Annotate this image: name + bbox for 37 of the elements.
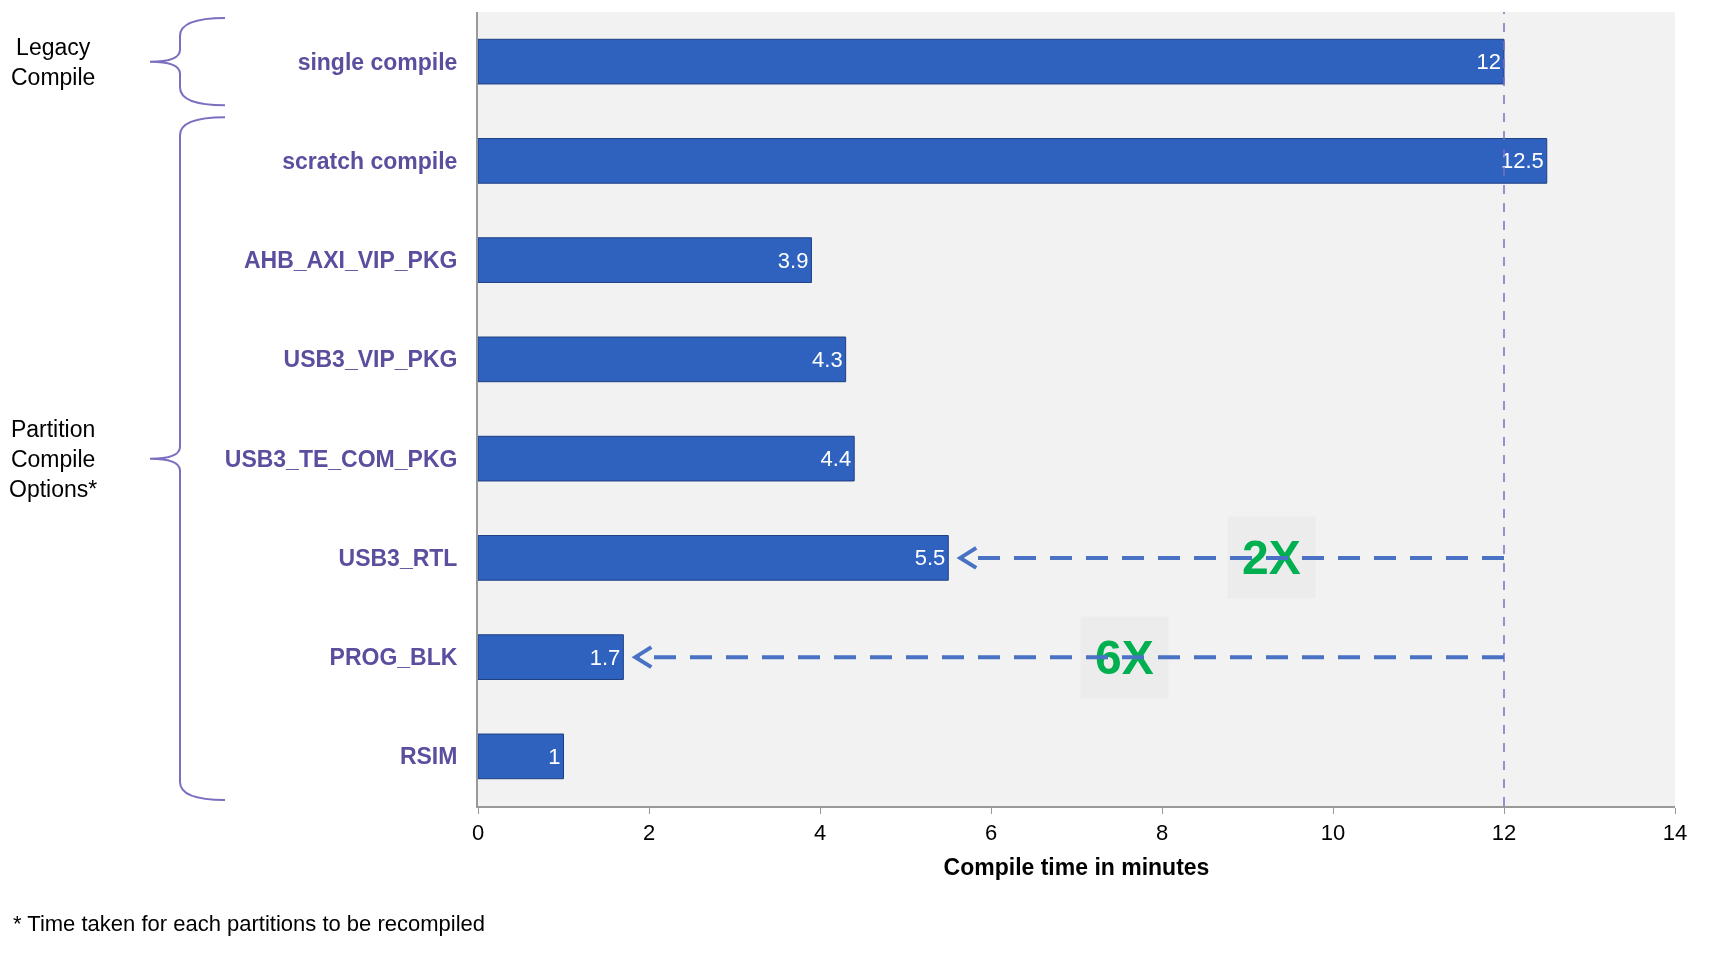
bar [478, 38, 1505, 85]
x-tick-label: 12 [1491, 820, 1517, 846]
bar [478, 435, 855, 482]
x-tick-label: 0 [471, 820, 485, 846]
data-label: 4.4 [820, 446, 852, 472]
y-tick-label: USB3_VIP_PKG [283, 346, 458, 373]
bar [478, 634, 624, 680]
y-tick-label: PROG_BLK [329, 644, 458, 671]
bar [478, 733, 564, 780]
y-tick-label: single compile [297, 48, 458, 75]
data-label: 1.7 [589, 644, 621, 670]
x-tick-label: 8 [1155, 820, 1169, 846]
data-label: 3.9 [777, 247, 809, 273]
x-axis-title: Compile time in minutes [943, 853, 1210, 880]
data-label: 1 [548, 743, 561, 769]
y-tick-label: AHB_AXI_VIP_PKG [243, 247, 458, 274]
text: Legacy Compile [11, 34, 96, 90]
data-label: 5.5 [914, 545, 946, 571]
y-tick-label: USB3_RTL [338, 544, 458, 571]
annotation: 2X [1242, 531, 1301, 584]
text: * Time taken for each partitions to be recompiled [13, 911, 486, 936]
data-label: 4.3 [812, 346, 843, 372]
bar [478, 237, 812, 283]
x-tick-label: 6 [984, 820, 998, 846]
text: Partition Compile Options* [9, 416, 98, 502]
x-tick-label: 10 [1320, 820, 1346, 846]
x-tick-label: 4 [813, 820, 827, 846]
data-label: 12.5 [1500, 148, 1544, 174]
data-label: 12 [1476, 49, 1501, 75]
x-tick-label: 2 [642, 820, 656, 846]
y-tick-label: RSIM [399, 743, 458, 770]
y-tick-label: scratch compile [282, 147, 458, 174]
y-tick-label: USB3_TE_COM_PKG [224, 445, 458, 472]
bar [478, 138, 1548, 184]
bar [478, 535, 949, 581]
x-tick-label: 14 [1662, 820, 1688, 846]
bar [478, 336, 847, 383]
